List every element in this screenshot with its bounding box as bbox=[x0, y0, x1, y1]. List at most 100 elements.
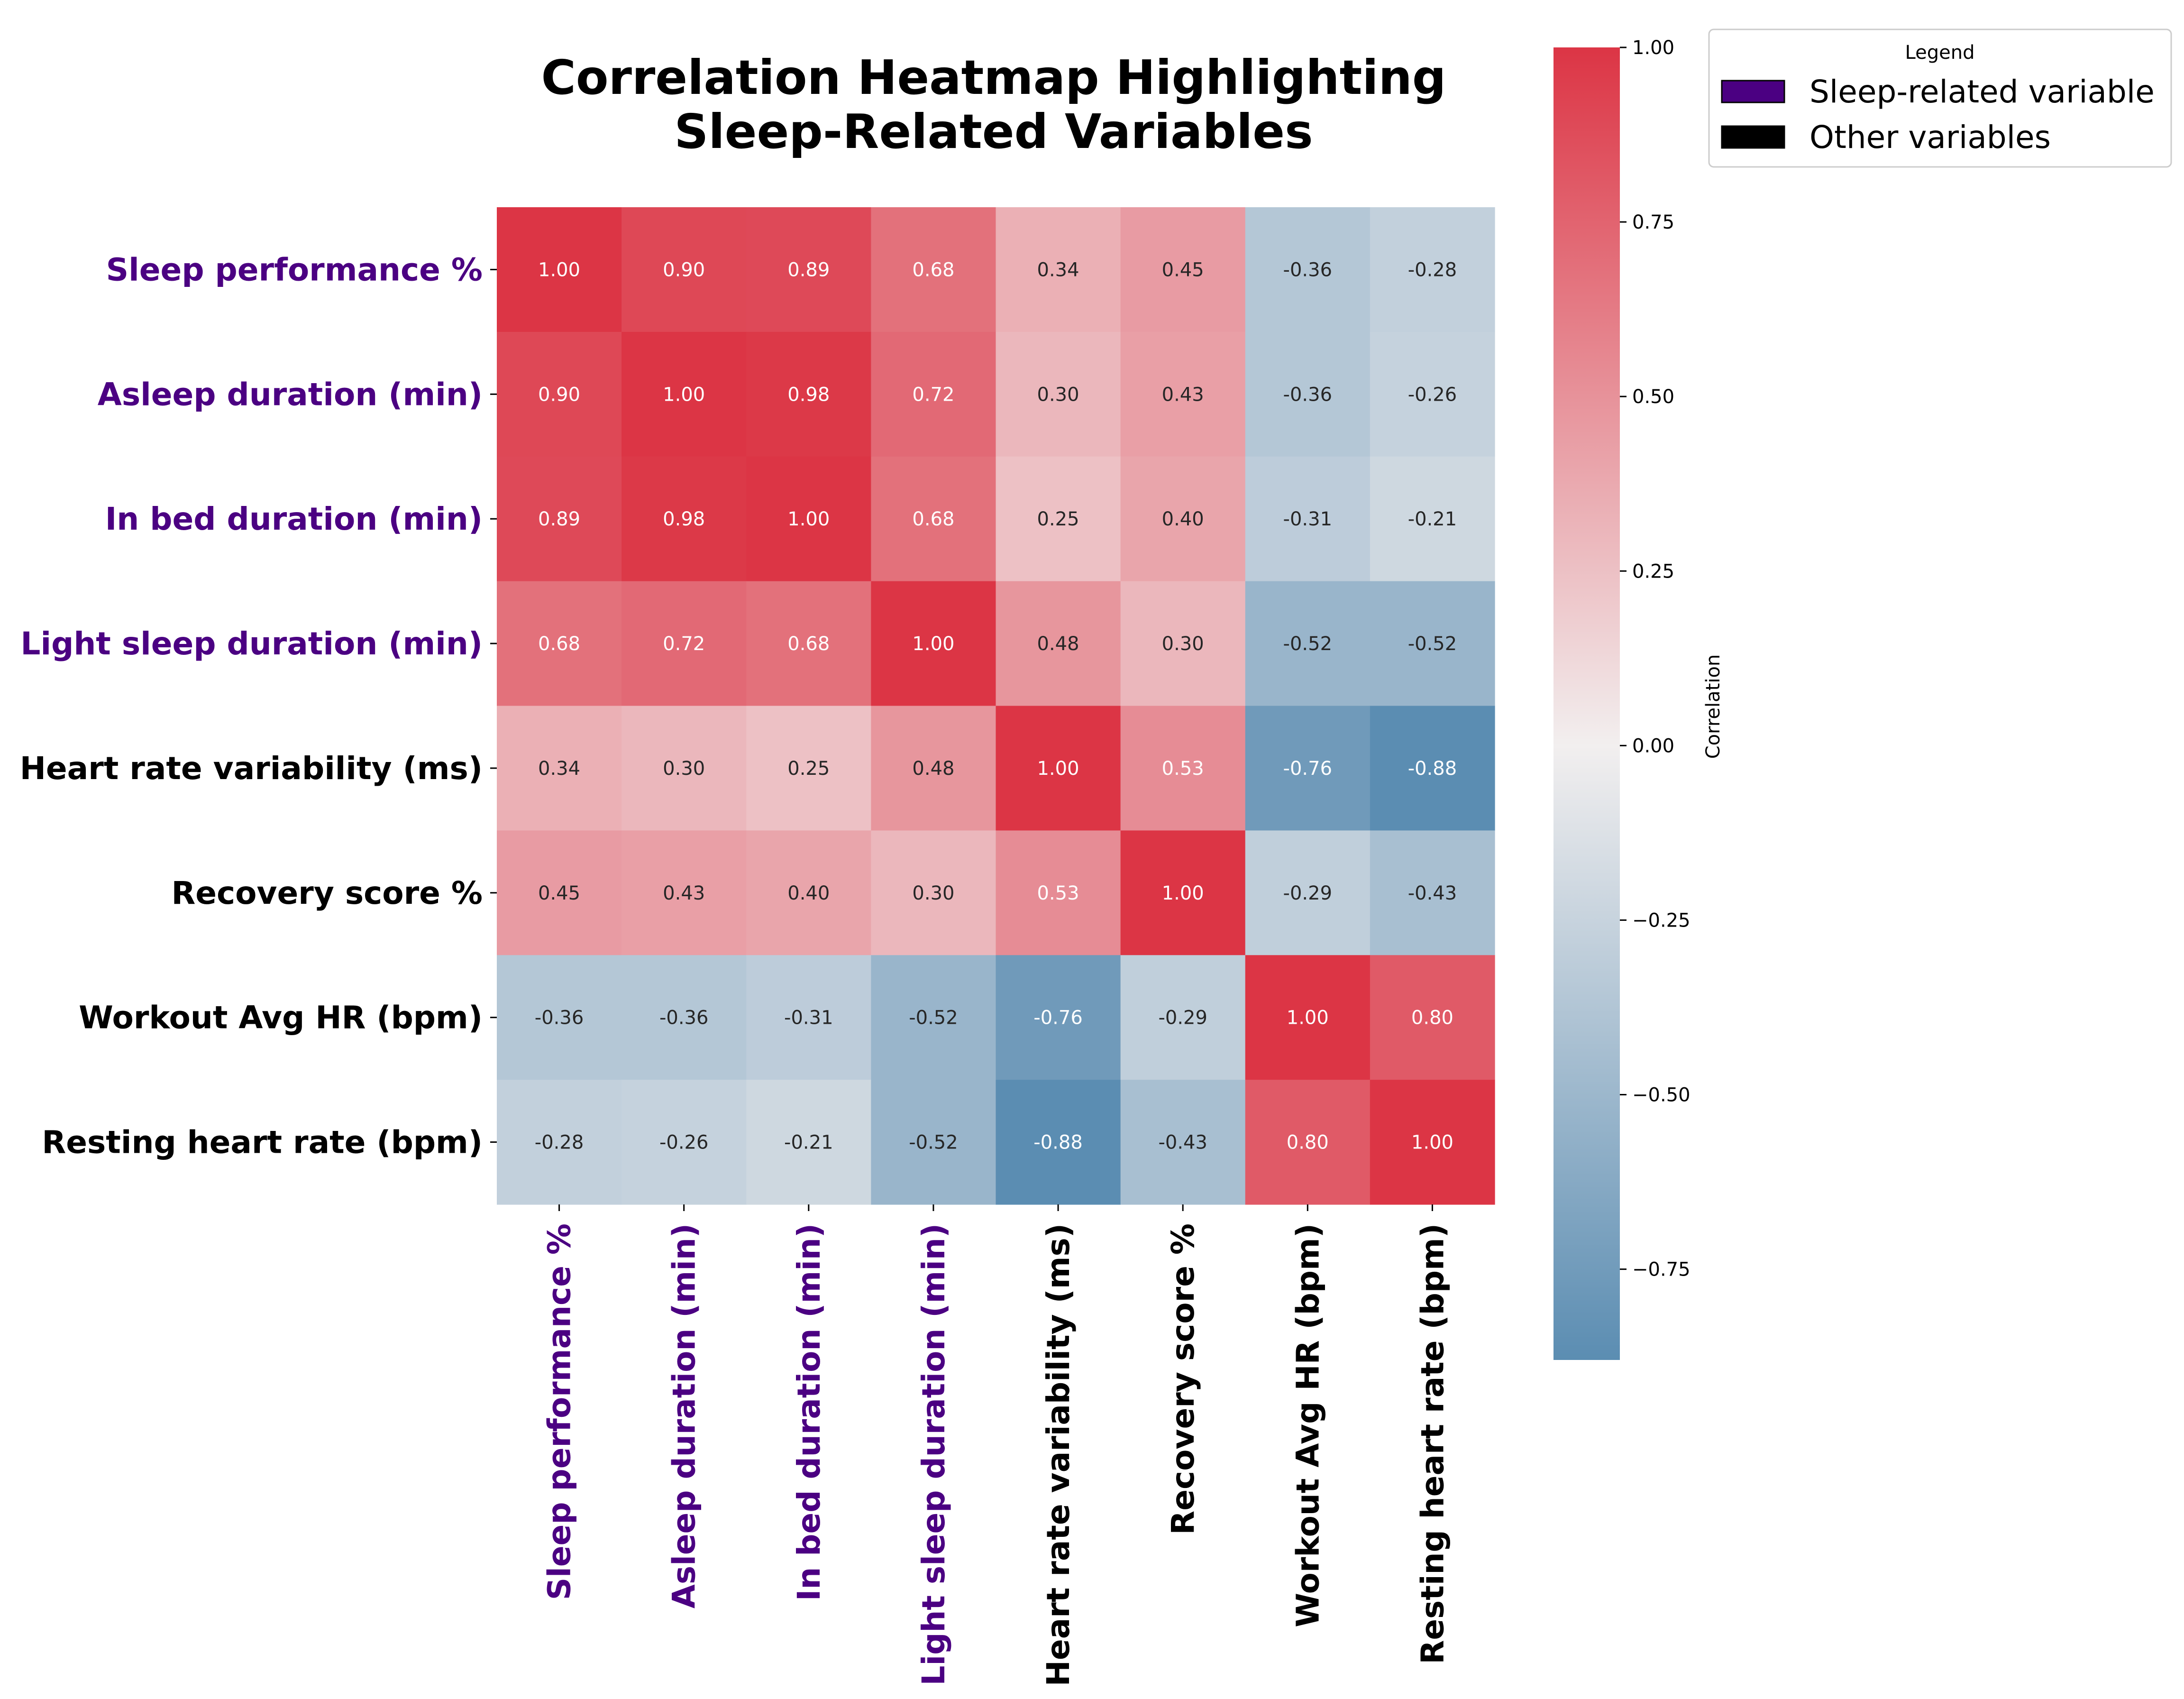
heatmap-cell-r5-c5 bbox=[1120, 830, 1246, 955]
heatmap-cell-label-r7-c6: 0.80 bbox=[1287, 1132, 1329, 1154]
legend-swatch-other-variables bbox=[1721, 125, 1785, 149]
legend-frame bbox=[1708, 28, 2172, 168]
colorbar: 1.00 0.75 0.50 0.25 0.00 −0.25 −0.50 −0.75 Corr… bbox=[1553, 37, 1724, 1360]
heatmap-cell-label-r3-c2: 0.68 bbox=[787, 633, 830, 655]
heatmap-cell-r5-c0 bbox=[497, 830, 622, 955]
heatmap-cell-label-r1-c2: 0.98 bbox=[787, 384, 830, 405]
heatmap-cell-label-r5-c3: 0.30 bbox=[912, 882, 954, 904]
heatmap-cell-label-r5-c1: 0.43 bbox=[663, 882, 705, 904]
heatmap-cell-label-r1-c7: -0.26 bbox=[1408, 384, 1457, 405]
heatmap-cell-label-r0-c2: 0.89 bbox=[787, 259, 830, 281]
heatmap-cell-label-r6-c0: -0.36 bbox=[535, 1007, 584, 1029]
colorbar-tick-label-3: 0.25 bbox=[1632, 560, 1674, 582]
heatmap-cell-r7-c4 bbox=[996, 1080, 1121, 1205]
heatmap-cell-r4-c4 bbox=[996, 706, 1121, 831]
column-label-resting-heart-rate-bpm: Resting heart rate (bpm) bbox=[1414, 1223, 1451, 1664]
heatmap-cell-r2-c1 bbox=[621, 456, 747, 582]
heatmap-cell-r6-c2 bbox=[746, 955, 871, 1080]
heatmap-cell-r3-c1 bbox=[621, 581, 747, 707]
legend-label-sleep-related: Sleep-related variable bbox=[1809, 73, 2155, 110]
heatmap-cell-label-r0-c3: 0.68 bbox=[912, 259, 954, 281]
heatmap-cell-label-r1-c5: 0.43 bbox=[1162, 384, 1204, 405]
heatmap-cell-label-r6-c5: -0.29 bbox=[1158, 1007, 1207, 1029]
row-label-sleep-performance: Sleep performance % bbox=[106, 251, 483, 288]
heatmap-cell-label-r2-c0: 0.89 bbox=[538, 508, 580, 530]
heatmap-cell-r6-c7 bbox=[1370, 955, 1495, 1080]
heatmap-cell-r3-c3 bbox=[871, 581, 996, 707]
column-labels: Sleep performance % Asleep duration (min)… bbox=[541, 1204, 1451, 1686]
row-label-resting-heart-rate-bpm: Resting heart rate (bpm) bbox=[42, 1124, 483, 1161]
row-label-heart-rate-variability-ms: Heart rate variability (ms) bbox=[20, 750, 483, 787]
heatmap-cell-r0-c5 bbox=[1120, 207, 1246, 332]
heatmap-cell-r0-c2 bbox=[746, 207, 871, 332]
column-label-workout-avg-hr-bpm: Workout Avg HR (bpm) bbox=[1289, 1223, 1326, 1627]
heatmap-cell-r0-c1 bbox=[621, 207, 747, 332]
heatmap-cell-label-r0-c6: -0.36 bbox=[1283, 259, 1333, 281]
heatmap-cell-r6-c0 bbox=[497, 955, 622, 1080]
heatmap-cells: 1.00 0.90 0.89 0.68 0.34 0.45 -0.36 -0.28 0.90 1.… bbox=[497, 207, 1495, 1205]
heatmap-cell-r5-c1 bbox=[621, 830, 747, 955]
heatmap-cell-r4-c0 bbox=[497, 706, 622, 831]
legend-label-other-variables: Other variables bbox=[1809, 119, 2051, 156]
heatmap-cell-r2-c7 bbox=[1370, 456, 1495, 582]
colorbar-ticks: 1.00 0.75 0.50 0.25 0.00 −0.25 −0.50 −0.75 bbox=[1620, 37, 1691, 1281]
heatmap-cell-r7-c3 bbox=[871, 1080, 996, 1205]
heatmap-cell-r0-c3 bbox=[871, 207, 996, 332]
heatmap-cell-label-r4-c2: 0.25 bbox=[787, 758, 830, 780]
heatmap-cell-label-r7-c2: -0.21 bbox=[784, 1132, 833, 1154]
colorbar-tick-label-1: 0.75 bbox=[1632, 211, 1674, 233]
heatmap-cell-label-r6-c7: 0.80 bbox=[1411, 1007, 1453, 1029]
heatmap-cell-r7-c2 bbox=[746, 1080, 871, 1205]
heatmap-cell-r5-c4 bbox=[996, 830, 1121, 955]
heatmap-cell-r1-c2 bbox=[746, 331, 871, 457]
heatmap-cell-label-r1-c3: 0.72 bbox=[912, 384, 954, 405]
heatmap-cell-label-r4-c5: 0.53 bbox=[1162, 758, 1204, 780]
heatmap-cell-label-r4-c7: -0.88 bbox=[1408, 758, 1457, 780]
heatmap-cell-r5-c6 bbox=[1245, 830, 1371, 955]
heatmap-cell-r2-c6 bbox=[1245, 456, 1371, 582]
colorbar-gradient bbox=[1553, 47, 1620, 1360]
heatmap-cell-label-r0-c0: 1.00 bbox=[538, 259, 580, 281]
heatmap-cell-label-r6-c2: -0.31 bbox=[784, 1007, 833, 1029]
heatmap-cell-label-r6-c1: -0.36 bbox=[659, 1007, 709, 1029]
heatmap-cell-label-r2-c5: 0.40 bbox=[1162, 508, 1204, 530]
heatmap-cell-r6-c6 bbox=[1245, 955, 1371, 1080]
heatmap-cell-r5-c3 bbox=[871, 830, 996, 955]
legend-swatch-sleep-related bbox=[1721, 80, 1785, 103]
heatmap-cell-r2-c4 bbox=[996, 456, 1121, 582]
heatmap-cell-label-r6-c4: -0.76 bbox=[1033, 1007, 1083, 1029]
row-labels: Sleep performance % Asleep duration (min)… bbox=[20, 251, 497, 1161]
chart-title-line-1: Correlation Heatmap Highlighting bbox=[541, 50, 1446, 105]
heatmap-cell-r3-c0 bbox=[497, 581, 622, 707]
heatmap-cell-r2-c5 bbox=[1120, 456, 1246, 582]
heatmap-cell-r1-c5 bbox=[1120, 331, 1246, 457]
heatmap-cell-label-r5-c4: 0.53 bbox=[1037, 882, 1079, 904]
heatmap-cell-label-r0-c4: 0.34 bbox=[1037, 259, 1079, 281]
heatmap-cell-label-r2-c3: 0.68 bbox=[912, 508, 954, 530]
heatmap-cell-label-r3-c0: 0.68 bbox=[538, 633, 580, 655]
heatmap-cell-label-r5-c5: 1.00 bbox=[1162, 882, 1204, 904]
heatmap-cell-r3-c6 bbox=[1245, 581, 1371, 707]
heatmap-cell-label-r3-c6: -0.52 bbox=[1283, 633, 1333, 655]
heatmap-cell-label-r1-c4: 0.30 bbox=[1037, 384, 1079, 405]
heatmap-cell-label-r3-c4: 0.48 bbox=[1037, 633, 1079, 655]
heatmap-cell-label-r6-c3: -0.52 bbox=[909, 1007, 958, 1029]
colorbar-tick-label-5: −0.25 bbox=[1632, 909, 1691, 931]
row-label-workout-avg-hr-bpm: Workout Avg HR (bpm) bbox=[79, 1000, 483, 1036]
heatmap-cell-r7-c7 bbox=[1370, 1080, 1495, 1205]
legend: Legend Sleep-related variable Other vari… bbox=[1708, 28, 2172, 168]
legend-title: Legend bbox=[1905, 42, 1975, 64]
heatmap-cell-r3-c7 bbox=[1370, 581, 1495, 707]
heatmap-cell-label-r7-c5: -0.43 bbox=[1158, 1132, 1207, 1154]
heatmap-cell-r7-c1 bbox=[621, 1080, 747, 1205]
row-label-light-sleep-duration-min: Light sleep duration (min) bbox=[20, 625, 483, 662]
heatmap-cell-label-r1-c1: 1.00 bbox=[663, 384, 705, 405]
heatmap-cell-r6-c4 bbox=[996, 955, 1121, 1080]
colorbar-tick-label-7: −0.75 bbox=[1632, 1259, 1691, 1281]
heatmap-cell-label-r4-c3: 0.48 bbox=[912, 758, 954, 780]
heatmap-cell-r1-c6 bbox=[1245, 331, 1371, 457]
heatmap-cell-r6-c5 bbox=[1120, 955, 1246, 1080]
row-label-asleep-duration-min: Asleep duration (min) bbox=[98, 376, 483, 413]
heatmap-cell-label-r3-c1: 0.72 bbox=[663, 633, 705, 655]
